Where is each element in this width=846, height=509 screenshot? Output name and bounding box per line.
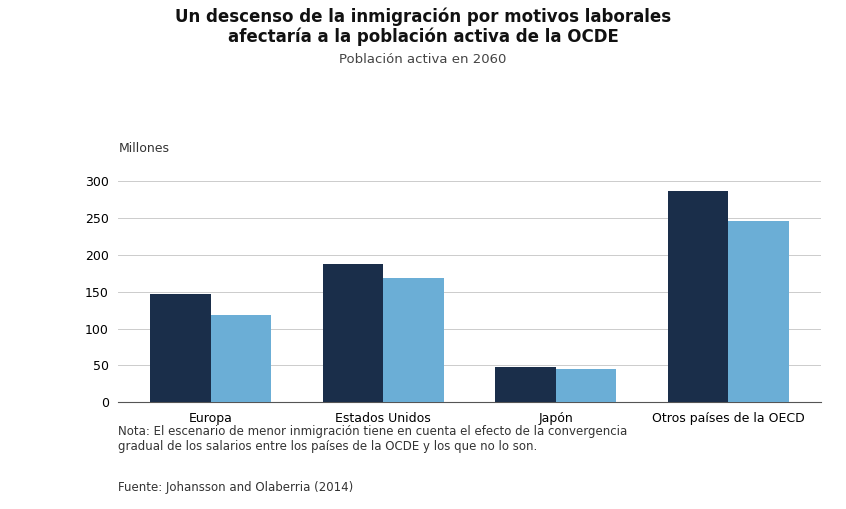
Bar bbox=[496, 367, 556, 402]
Text: Nota: El escenario de menor inmigración tiene en cuenta el efecto de la converge: Nota: El escenario de menor inmigración … bbox=[118, 425, 628, 438]
Bar bbox=[383, 278, 443, 402]
Text: gradual de los salarios entre los países de la OCDE y los que no lo son.: gradual de los salarios entre los países… bbox=[118, 440, 538, 454]
Bar bbox=[211, 315, 271, 402]
Text: afectaría a la población activa de la OCDE: afectaría a la población activa de la OC… bbox=[228, 28, 618, 46]
Bar bbox=[151, 294, 211, 402]
Text: Un descenso de la inmigración por motivos laborales: Un descenso de la inmigración por motivo… bbox=[175, 8, 671, 26]
Text: Fuente: Johansson and Olaberria (2014): Fuente: Johansson and Olaberria (2014) bbox=[118, 481, 354, 494]
Bar bbox=[556, 369, 616, 402]
Text: Población activa en 2060: Población activa en 2060 bbox=[339, 53, 507, 67]
Bar bbox=[728, 221, 788, 402]
Bar bbox=[668, 191, 728, 402]
Text: Millones: Millones bbox=[118, 142, 169, 155]
Bar bbox=[323, 264, 383, 402]
